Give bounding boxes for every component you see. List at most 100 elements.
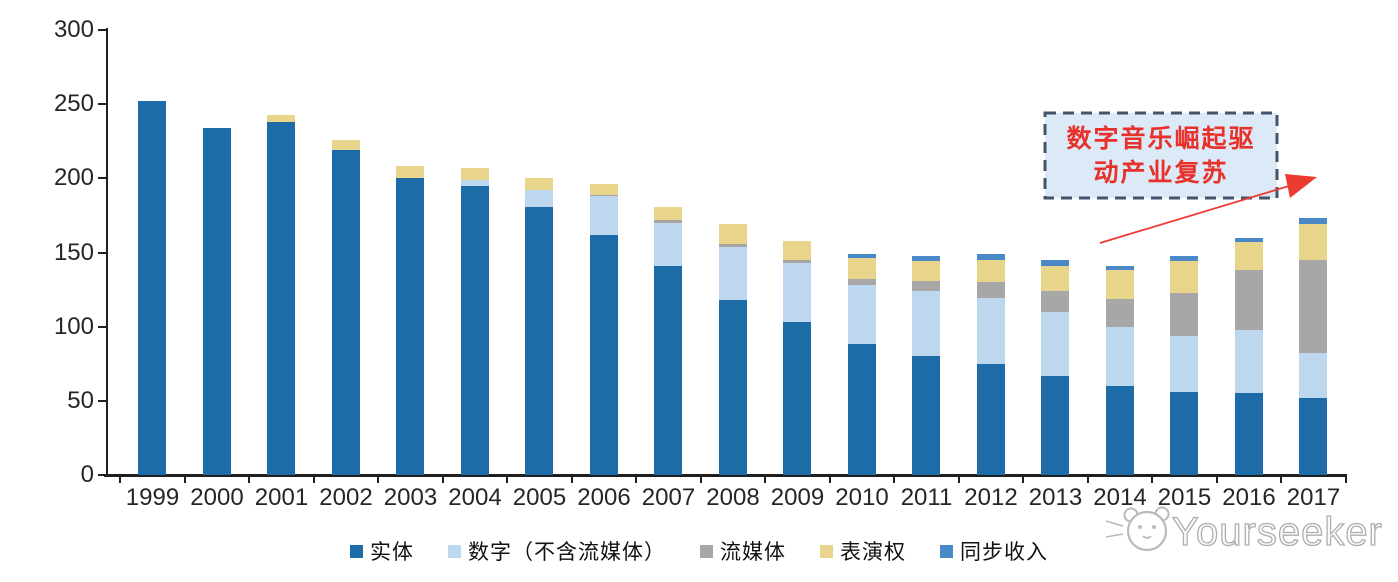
bar-2017 [1299,218,1328,475]
x-axis-tick [893,475,895,483]
legend-item-digital: 数字（不含流媒体） [448,536,666,566]
bar-segment-physical [331,150,360,475]
bar-2006 [589,184,618,475]
annotation-callout: 数字音乐崛起驱 动产业复苏 [1045,113,1277,198]
bar-segment-performance [331,139,360,151]
bar-segment-performance [654,206,683,220]
y-axis-tick [98,29,106,31]
bar-segment-sync [1299,218,1328,225]
legend-label-performance: 表演权 [840,541,906,564]
legend: 实体 数字（不含流媒体） 流媒体 表演权 同步收入 [0,536,1398,566]
x-axis-label: 2002 [319,484,373,511]
y-axis-tick-label: 50 [67,386,94,414]
bar-segment-physical [202,127,231,475]
bar-2015 [1170,255,1199,475]
x-axis-tick [506,475,508,483]
legend-label-physical: 实体 [370,541,414,564]
bar-segment-performance [267,114,296,122]
bar-segment-streaming [1299,259,1328,354]
bar-2007 [654,206,683,475]
x-axis-label: 2013 [1028,484,1083,511]
y-axis-tick [98,325,106,328]
bar-segment-performance [718,224,747,244]
x-axis-tick [441,475,444,483]
bar-segment-streaming [1170,292,1199,336]
bar-segment-streaming [589,194,618,197]
bar-segment-digital [783,262,812,323]
x-axis-label: 2012 [964,484,1018,511]
legend-item-streaming: 流媒体 [700,536,786,566]
y-axis-tick [98,103,106,106]
bar-segment-digital [589,196,618,235]
bar-segment-physical [138,101,167,475]
legend-marker-sync [940,544,953,558]
bar-segment-performance [912,261,941,281]
x-axis-label: 2010 [835,484,889,511]
x-axis-tick [1215,475,1218,483]
bar-segment-digital [718,246,747,300]
x-axis-tick [635,475,637,483]
x-axis-tick [957,475,960,483]
bar-segment-sync [847,254,876,259]
x-axis-tick [312,475,315,483]
y-axis-tick-label: 250 [53,90,94,118]
x-axis-tick [764,475,766,483]
x-axis-label: 2011 [900,484,953,511]
bar-segment-physical [1234,393,1263,475]
bar-segment-digital [460,179,489,186]
bar-segment-physical [718,299,747,475]
x-axis-label: 2017 [1286,484,1341,511]
y-axis-tick-label: 150 [53,238,94,266]
bar-2008 [718,224,747,475]
bar-2001 [267,114,296,475]
bar-segment-physical [589,234,618,475]
legend-item-physical: 实体 [350,536,414,566]
legend-item-performance: 表演权 [820,536,906,566]
legend-marker-physical [350,544,363,558]
x-axis-tick [1280,475,1282,483]
bar-segment-streaming [654,219,683,223]
bar-segment-performance [1234,242,1263,271]
bar-segment-performance [783,240,812,260]
bar-segment-streaming [1041,291,1070,312]
y-axis-tick [98,177,106,180]
bar-segment-physical [525,206,554,475]
bar-segment-performance [1299,224,1328,260]
bar-2014 [1105,265,1134,475]
bar-segment-sync [976,254,1005,260]
annotation-arrow-head [1285,174,1317,198]
x-axis-tick [699,475,702,483]
x-axis-label: 2008 [706,484,760,511]
bar-segment-physical [267,121,296,475]
y-axis-tick-label: 0 [80,461,94,488]
y-axis-tick [98,251,106,254]
bar-segment-physical [976,363,1005,475]
x-axis-tick [570,475,573,483]
bar-segment-physical [847,344,876,475]
y-axis-tick [98,474,106,476]
bar-segment-physical [912,356,941,475]
bar-segment-digital [1170,335,1199,392]
bar-2011 [912,255,941,475]
watermark-logo-eye-right [1152,525,1156,529]
legend-item-sync: 同步收入 [940,536,1048,566]
bar-segment-digital [525,190,554,207]
x-axis-tick [183,475,186,483]
x-axis-label: 2001 [254,484,309,511]
x-axis-label: 2014 [1093,484,1147,511]
x-axis-tick [828,475,831,483]
bar-2012 [976,254,1005,475]
bar-segment-performance [1041,265,1070,292]
watermark-logo-eye-left [1138,525,1142,529]
bar-segment-sync [1041,259,1070,266]
bar-segment-performance [976,259,1005,283]
x-axis-tick [1086,475,1089,483]
bar-segment-physical [783,322,812,475]
bar-segment-physical [1170,391,1199,475]
bar-segment-sync [912,255,941,262]
legend-marker-streaming [700,544,713,558]
x-axis-line [104,474,1347,477]
bar-segment-streaming [976,282,1005,299]
bar-2000 [202,127,231,475]
bar-2003 [396,166,425,475]
